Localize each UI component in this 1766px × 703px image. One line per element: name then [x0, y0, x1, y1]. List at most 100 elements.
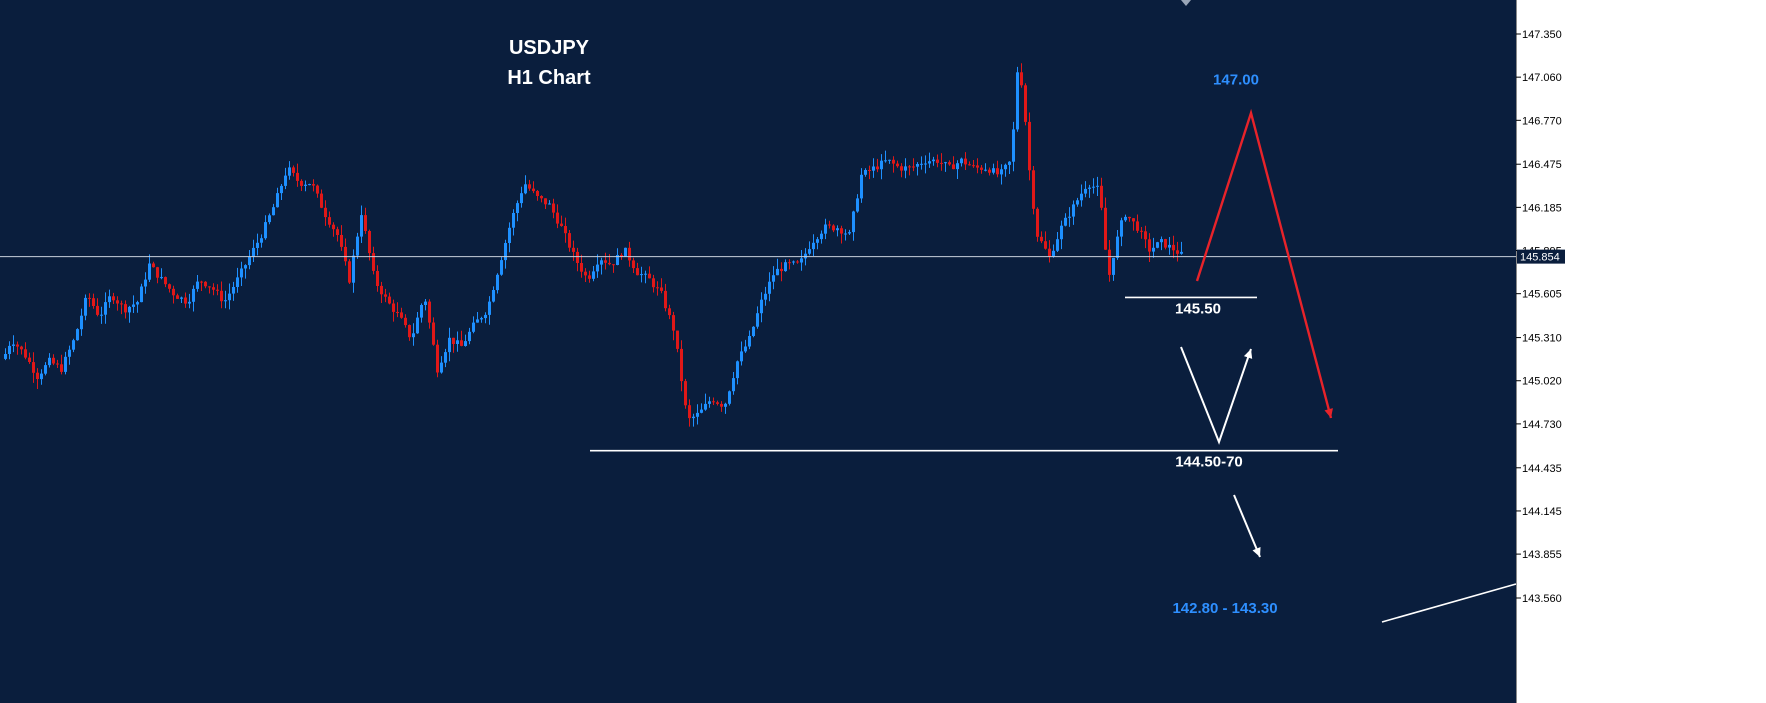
- candle-body: [960, 158, 963, 164]
- candle-body: [924, 163, 927, 165]
- candle-body: [764, 293, 767, 300]
- candle-body: [760, 299, 763, 314]
- candle-body: [604, 260, 607, 263]
- candle-body: [480, 318, 483, 320]
- candle-body: [304, 184, 307, 186]
- candle-body: [1152, 247, 1155, 252]
- candle-body: [684, 381, 687, 406]
- candle-body: [440, 362, 443, 373]
- candle-body: [512, 213, 515, 228]
- candle-body: [1172, 244, 1175, 251]
- candle-body: [1088, 187, 1091, 189]
- candle-body: [148, 263, 151, 280]
- candle-body: [644, 273, 647, 275]
- candle-body: [968, 164, 971, 166]
- candle-body: [48, 357, 51, 366]
- candle-body: [1008, 161, 1011, 165]
- candle-body: [740, 351, 743, 362]
- candle-body: [812, 242, 815, 250]
- candle-body: [932, 159, 935, 162]
- candle-body: [580, 263, 583, 272]
- axis-tick-label: 145.310: [1522, 333, 1562, 345]
- candle-body: [324, 207, 327, 218]
- candle-body: [828, 224, 831, 226]
- candle-body: [348, 261, 351, 283]
- candle-body: [880, 160, 883, 170]
- candle-body: [936, 159, 939, 163]
- axis-tick-label: 145.020: [1522, 376, 1562, 388]
- candle-body: [1040, 236, 1043, 242]
- candle-body: [1180, 251, 1183, 254]
- candle-body: [508, 227, 511, 243]
- candle-body: [444, 352, 447, 363]
- red-projection-arrow: [1195, 108, 1333, 419]
- candle-body: [956, 163, 959, 170]
- candle-body: [468, 331, 471, 342]
- candle-body: [168, 284, 171, 289]
- candle-body: [376, 271, 379, 286]
- candle-body: [624, 247, 627, 257]
- candle-body: [800, 258, 803, 263]
- candle-body: [892, 159, 895, 164]
- candle-body: [688, 405, 691, 419]
- candle-body: [372, 253, 375, 271]
- candle-body: [288, 167, 291, 176]
- candle-body: [60, 364, 63, 372]
- candle-body: [556, 212, 559, 224]
- candle-body: [600, 260, 603, 265]
- candle-body: [284, 175, 287, 186]
- candle-body: [172, 288, 175, 296]
- candle-body: [388, 296, 391, 304]
- candle-body: [180, 297, 183, 299]
- candle-body: [1060, 225, 1063, 240]
- candle-body: [596, 264, 599, 272]
- candles-layer: [4, 63, 1183, 427]
- candle-body: [276, 193, 279, 208]
- candle-body: [144, 279, 147, 287]
- candle-body: [28, 357, 31, 362]
- candle-body: [656, 287, 659, 289]
- candle-body: [476, 319, 479, 323]
- axis-tick-label: 147.060: [1522, 72, 1562, 84]
- candle-body: [852, 211, 855, 233]
- candle-body: [108, 296, 111, 303]
- candle-body: [976, 165, 979, 168]
- candle-body: [416, 317, 419, 334]
- candle-body: [192, 288, 195, 302]
- candle-body: [776, 268, 779, 276]
- candle-body: [1048, 248, 1051, 257]
- candle-body: [80, 315, 83, 330]
- candle-body: [92, 298, 95, 306]
- candle-body: [916, 164, 919, 167]
- candle-body: [620, 255, 623, 257]
- candle-body: [888, 159, 891, 161]
- candle-body: [540, 196, 543, 199]
- candle-body: [392, 303, 395, 312]
- candle-body: [420, 305, 423, 318]
- candle-body: [1116, 236, 1119, 258]
- candle-body: [344, 246, 347, 262]
- white-breakdown-arrow: [1233, 494, 1261, 558]
- candle-body: [1068, 216, 1071, 218]
- candle-body: [56, 363, 59, 365]
- white-breakdown-arrow-head: [1252, 547, 1261, 557]
- price-axis: 147.350 147.060 146.770 146.475 146.185 145.8…: [1516, 29, 1565, 605]
- candle-body: [188, 301, 191, 304]
- candle-body: [1100, 185, 1103, 208]
- candle-body: [136, 302, 139, 305]
- candle-body: [196, 281, 199, 289]
- candle-body: [1064, 217, 1067, 226]
- candle-body: [424, 301, 427, 305]
- candle-body: [876, 166, 879, 170]
- candle-body: [944, 162, 947, 164]
- price-axis-background: [1516, 0, 1766, 703]
- candle-body: [496, 274, 499, 291]
- candle-body: [164, 277, 167, 285]
- candle-body: [912, 166, 915, 168]
- candle-body: [1144, 231, 1147, 240]
- candle-body: [352, 255, 355, 283]
- red-projection-arrow-head: [1324, 408, 1333, 418]
- current-price-label: 145.854: [1520, 252, 1560, 264]
- candle-body: [380, 285, 383, 295]
